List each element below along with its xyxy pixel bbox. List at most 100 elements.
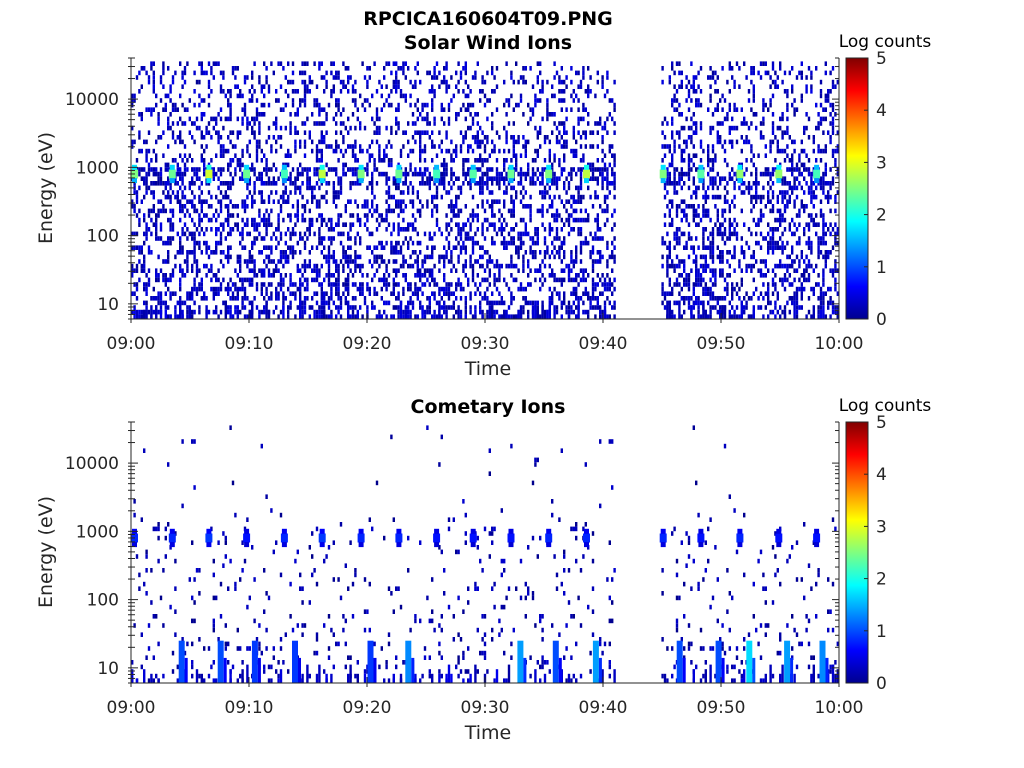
heatmap-cell <box>224 116 227 122</box>
heatmap-cell <box>205 273 208 278</box>
heatmap-cell <box>318 199 321 204</box>
heatmap-cell <box>205 240 208 246</box>
heatmap-cell <box>131 291 134 296</box>
heatmap-cell <box>505 282 508 287</box>
heatmap-cell <box>695 296 698 301</box>
heatmap-cell <box>709 309 712 315</box>
heatmap-cell <box>471 208 475 214</box>
heatmap-cell <box>476 259 479 264</box>
heatmap-cell <box>728 231 731 237</box>
heatmap-cell <box>807 190 811 195</box>
heatmap-cell <box>234 305 237 310</box>
heatmap-cell <box>133 305 136 319</box>
heatmap-cell <box>335 167 338 172</box>
heatmap-cell <box>759 75 763 80</box>
heatmap-cell <box>179 208 182 214</box>
heatmap-cell <box>486 263 489 269</box>
heatmap-cell <box>661 300 664 306</box>
heatmap-cell <box>486 158 489 163</box>
heatmap-cell <box>171 291 175 296</box>
heatmap-cell <box>164 208 167 214</box>
heatmap-cell <box>500 296 503 301</box>
heatmap-cell <box>455 116 458 122</box>
heatmap-cell <box>707 213 710 218</box>
heatmap-cell <box>291 70 295 76</box>
heatmap-cell <box>450 158 453 163</box>
heatmap-cell <box>752 162 755 168</box>
heatmap-cell <box>342 171 345 177</box>
heatmap-cell <box>407 314 410 319</box>
heatmap-cell <box>289 79 292 85</box>
heatmap-cell <box>414 102 417 108</box>
heatmap-cell <box>397 282 400 287</box>
heatmap-cell <box>215 286 218 292</box>
heatmap-cell <box>330 144 333 149</box>
heatmap-cell <box>251 167 254 172</box>
heatmap-cell <box>563 277 566 283</box>
heatmap-cell <box>349 245 352 250</box>
heatmap-cell <box>135 282 139 287</box>
heatmap-cell <box>404 167 407 172</box>
heatmap-cell <box>387 162 391 168</box>
heatmap-cell <box>800 61 803 66</box>
heatmap-cell <box>409 199 412 204</box>
heatmap-cell <box>579 158 583 163</box>
heatmap-cell <box>558 158 561 163</box>
heatmap-cell <box>529 204 532 209</box>
heatmap-cell <box>323 236 326 241</box>
heatmap-cell <box>195 273 199 278</box>
heatmap-cell <box>303 89 307 94</box>
heatmap-cell <box>399 227 403 232</box>
heatmap-cell <box>594 259 597 264</box>
heatmap-cell <box>193 208 196 214</box>
heatmap-cell <box>342 250 345 255</box>
heatmap-cell <box>759 171 763 177</box>
heatmap-cell <box>498 171 501 177</box>
heatmap-cell <box>337 107 340 112</box>
heatmap-cell <box>371 190 374 195</box>
heatmap-cell <box>471 250 475 255</box>
heatmap-cell <box>296 89 299 94</box>
heatmap-cell <box>188 199 191 204</box>
heatmap-cell <box>457 305 460 319</box>
heatmap-cell <box>289 121 292 126</box>
heatmap-cell <box>260 158 263 163</box>
heatmap-cell <box>457 213 460 218</box>
heatmap-cell <box>327 102 331 108</box>
heatmap-cell <box>253 116 256 122</box>
heatmap-cell <box>421 273 424 278</box>
heatmap-cell <box>791 190 794 195</box>
heatmap-cell <box>752 250 755 255</box>
heatmap-cell <box>707 245 710 250</box>
heatmap-cell <box>558 277 561 283</box>
heatmap-cell <box>414 139 417 145</box>
heatmap-cell <box>231 213 235 218</box>
heatmap-cell <box>512 121 515 126</box>
heatmap-cell <box>402 227 405 232</box>
heatmap-cell <box>135 190 139 195</box>
heatmap-cell <box>750 208 753 214</box>
heatmap-cell <box>613 259 616 264</box>
heatmap-cell <box>755 194 758 200</box>
heatmap-cell <box>462 227 465 232</box>
heatmap-cell <box>282 277 285 283</box>
heatmap-cell <box>793 139 796 145</box>
heatmap-cell <box>791 282 794 287</box>
heatmap-cell <box>419 277 422 283</box>
heatmap-cell <box>500 213 503 218</box>
heatmap-cell <box>219 282 223 287</box>
heatmap-cell <box>759 61 763 66</box>
heatmap-cell <box>279 309 283 315</box>
heatmap-cell <box>714 89 717 94</box>
heatmap-cell <box>464 250 467 255</box>
heatmap-cell <box>687 171 691 177</box>
heatmap-cell <box>495 130 499 135</box>
heatmap-cell <box>217 139 220 145</box>
heatmap-cell <box>546 116 549 122</box>
heatmap-cell <box>459 208 463 214</box>
heatmap-cell <box>783 158 787 163</box>
heatmap-cell <box>577 296 580 301</box>
heatmap-cell <box>229 107 232 112</box>
heatmap-cell <box>769 199 772 204</box>
heatmap-cell <box>392 176 395 181</box>
